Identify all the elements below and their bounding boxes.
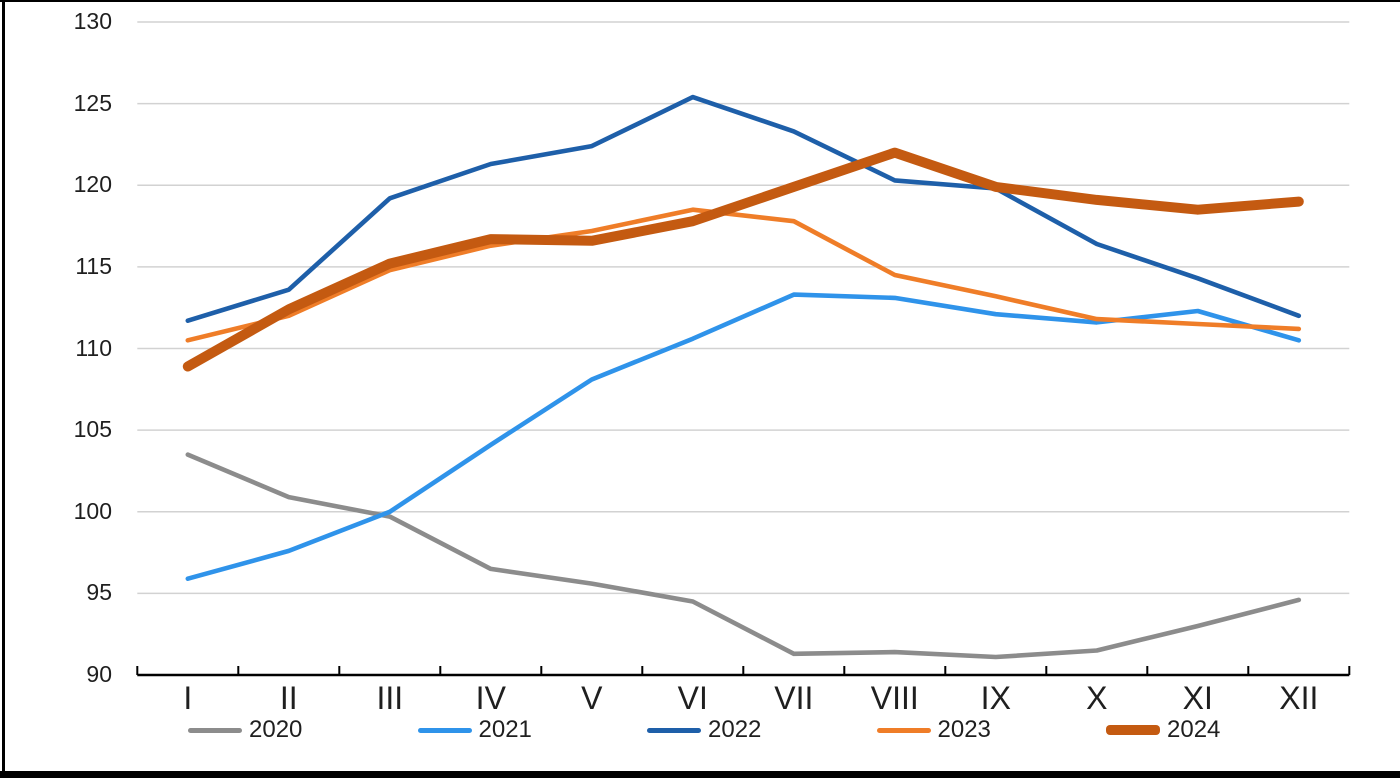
x-tick-label-IX: IX — [980, 680, 1011, 716]
y-tick-label-125: 125 — [73, 89, 112, 116]
legend-label-2020: 2020 — [249, 716, 303, 743]
y-tick-label-100: 100 — [73, 497, 112, 524]
x-tick-label-XII: XII — [1279, 680, 1319, 716]
legend-label-2022: 2022 — [708, 716, 762, 743]
x-tick-label-VII: VII — [774, 680, 814, 716]
x-tick-label-VIII: VIII — [870, 680, 919, 716]
legend-swatch-2022 — [647, 727, 701, 733]
x-tick-label-IV: IV — [475, 680, 506, 716]
y-tick-label-120: 120 — [73, 171, 112, 198]
series-line-2022 — [185, 94, 1302, 324]
x-tick-label-X: X — [1086, 680, 1108, 716]
legend-item-2023: 2023 — [876, 716, 991, 744]
legend-item-2020: 2020 — [188, 716, 302, 744]
y-tick-label-105: 105 — [73, 416, 112, 443]
legend-label-2024: 2024 — [1167, 716, 1221, 743]
window-frame-left — [2, 0, 5, 778]
legend-item-2021: 2021 — [417, 716, 532, 744]
y-tick-label-130: 130 — [73, 7, 112, 34]
series-line-2024 — [182, 147, 1304, 372]
legend-label-2021: 2021 — [478, 716, 532, 743]
y-tick-label-115: 115 — [75, 252, 112, 279]
x-tick-label-II: II — [279, 680, 298, 716]
legend-item-2022: 2022 — [647, 716, 761, 744]
legend-swatch-2021 — [417, 727, 472, 733]
legend-item-2024: 2024 — [1106, 716, 1220, 744]
legend-swatch-2020 — [188, 727, 242, 733]
window-frame-bottom — [0, 771, 1400, 778]
x-tick-label-VI: VI — [677, 680, 708, 716]
x-tick-label-V: V — [581, 680, 603, 716]
legend-label-2023: 2023 — [937, 716, 991, 743]
y-tick-label-110: 110 — [75, 334, 112, 361]
x-tick-label-III: III — [376, 680, 404, 716]
y-tick-label-90: 90 — [86, 660, 112, 687]
x-tick-label-XI: XI — [1182, 680, 1213, 716]
y-tick-label-95: 95 — [86, 579, 112, 606]
legend-swatch-2024 — [1106, 725, 1160, 735]
window-frame-top — [0, 0, 1400, 2]
x-tick-label-I: I — [183, 680, 193, 716]
series-line-2023 — [185, 207, 1302, 343]
series-line-2021 — [185, 292, 1302, 582]
series-line-2020 — [185, 452, 1302, 660]
legend-swatch-2023 — [876, 727, 931, 733]
